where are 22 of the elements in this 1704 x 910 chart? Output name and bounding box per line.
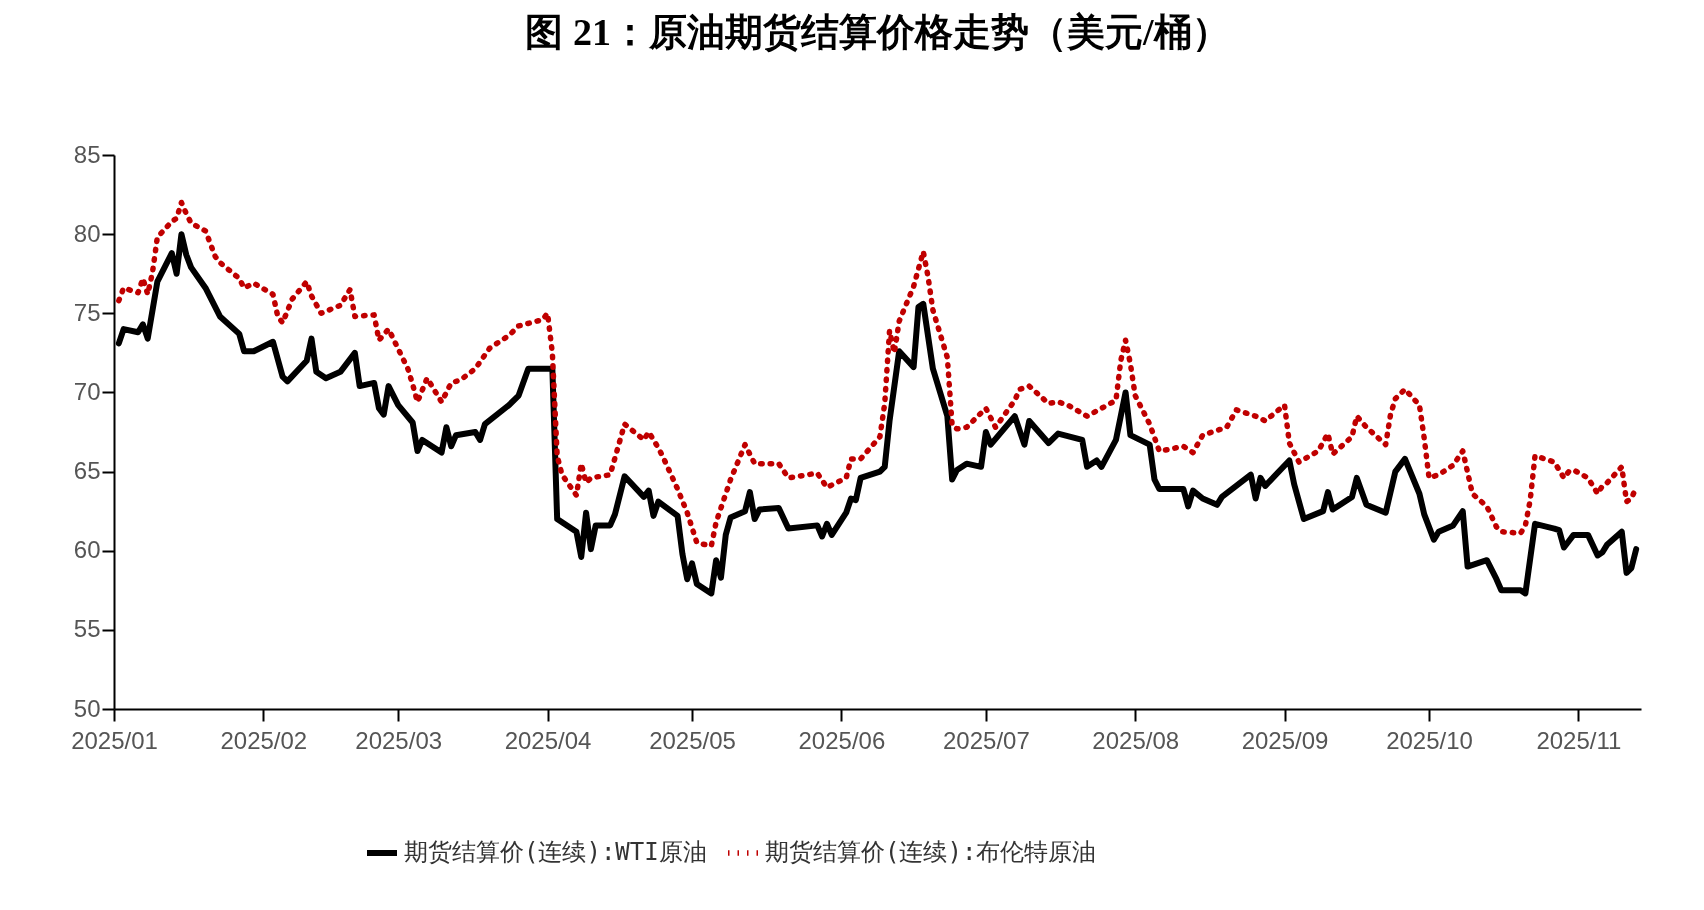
legend-label: 期货结算价(连续):WTI原油 (404, 838, 707, 866)
chart-title: 图 21：原油期货结算价格走势（美元/桶） (525, 11, 1230, 53)
y-tick-label: 60 (73, 536, 101, 564)
x-tick-label: 2025/01 (71, 726, 158, 754)
x-tick-label: 2025/08 (1092, 726, 1180, 754)
x-tick-label: 2025/07 (943, 726, 1030, 754)
x-tick-label: 2025/11 (1536, 726, 1622, 754)
x-tick-label: 2025/04 (504, 726, 592, 754)
x-tick-label: 2025/09 (1241, 726, 1329, 754)
x-tick-label: 2025/05 (649, 726, 736, 754)
x-tick-label: 2025/03 (355, 726, 443, 754)
y-tick-label: 85 (73, 140, 101, 168)
y-tick-label: 50 (73, 694, 101, 722)
y-tick-label: 65 (73, 457, 101, 485)
x-tick-label: 2025/10 (1386, 726, 1473, 754)
x-tick-label: 2025/06 (798, 726, 886, 754)
y-tick-label: 55 (73, 615, 101, 643)
x-tick-label: 2025/02 (220, 726, 308, 754)
legend-label: 期货结算价(连续):布伦特原油 (765, 838, 1097, 866)
y-tick-label: 80 (73, 219, 101, 247)
y-tick-label: 75 (73, 298, 101, 326)
y-tick-label: 70 (73, 377, 101, 405)
